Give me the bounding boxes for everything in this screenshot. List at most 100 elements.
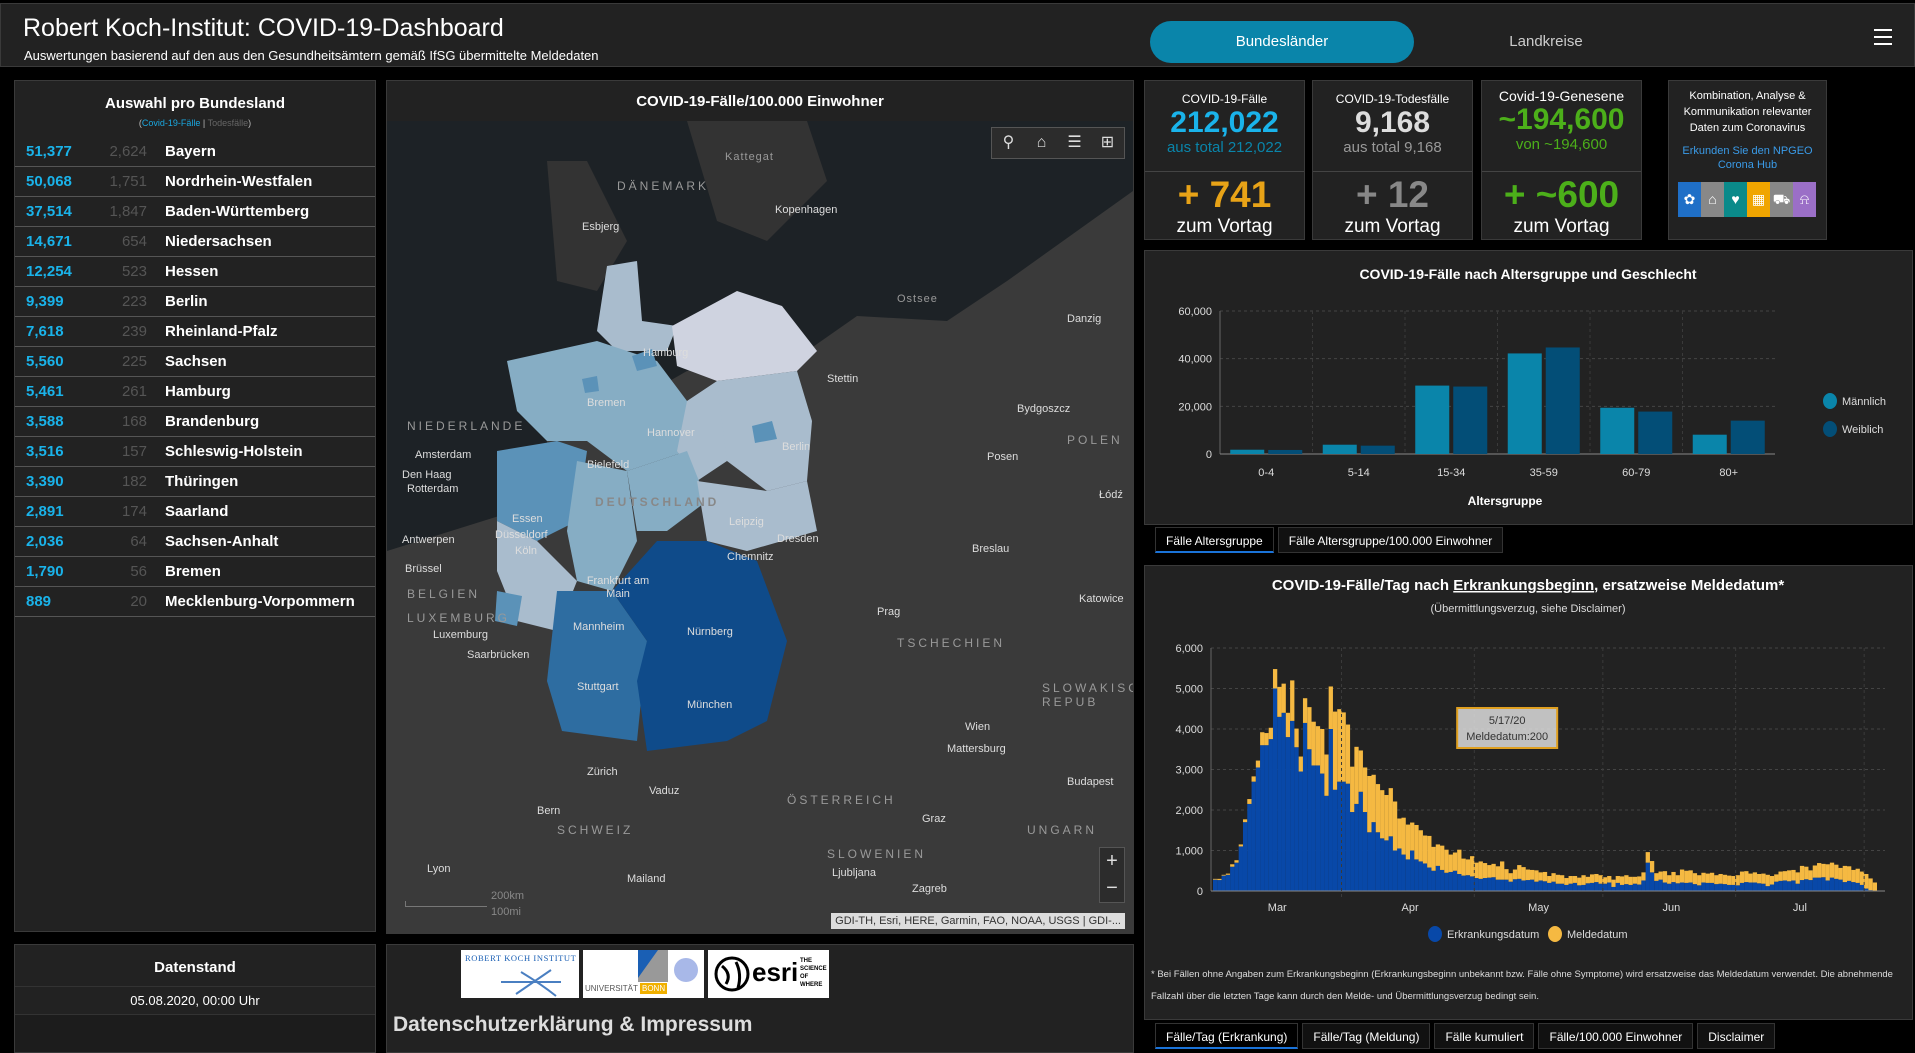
daily-bar-melde[interactable] <box>1392 801 1398 851</box>
daily-bar-erkrankung[interactable] <box>1294 747 1299 891</box>
daily-bar-erkrankung[interactable] <box>1440 869 1445 891</box>
daily-bar-erkrankung[interactable] <box>1671 882 1676 891</box>
daily-bar-melde[interactable] <box>1225 873 1231 875</box>
daily-bar-erkrankung[interactable] <box>1367 832 1372 891</box>
daily-bar-erkrankung[interactable] <box>1847 880 1852 891</box>
daily-bar-melde[interactable] <box>1688 870 1693 883</box>
state-row[interactable]: 2,891 174 Saarland <box>15 497 375 527</box>
daily-bar-melde[interactable] <box>1290 680 1295 721</box>
daily-bar-erkrankung[interactable] <box>1255 767 1261 891</box>
age-bar-weiblich-80+[interactable] <box>1730 420 1765 454</box>
daily-bar-melde[interactable] <box>1521 867 1526 881</box>
daily-bar-melde[interactable] <box>1851 869 1856 883</box>
daily-bar-erkrankung[interactable] <box>1234 862 1239 891</box>
daily-bar-melde[interactable] <box>1474 862 1479 879</box>
daily-bar-erkrankung[interactable] <box>1230 866 1235 891</box>
age-bar-weiblich-60-79[interactable] <box>1638 411 1673 454</box>
daily-bar-melde[interactable] <box>1692 873 1698 885</box>
daily-bar-erkrankung[interactable] <box>1251 781 1256 891</box>
state-row[interactable]: 37,514 1,847 Baden-Württemberg <box>15 197 375 227</box>
daily-bar-erkrankung[interactable] <box>1555 883 1560 891</box>
daily-bar-erkrankung[interactable] <box>1718 883 1723 891</box>
daily-bar-melde[interactable] <box>1238 844 1243 847</box>
daily-bar-melde[interactable] <box>1538 872 1543 881</box>
daily-bar-melde[interactable] <box>1859 871 1865 885</box>
daily-bar-erkrankung[interactable] <box>1559 883 1565 891</box>
daily-bar-melde[interactable] <box>1213 878 1218 880</box>
daily-bar-melde[interactable] <box>1268 727 1273 740</box>
daily-bar-melde[interactable] <box>1701 872 1706 883</box>
daily-bar-erkrankung[interactable] <box>1739 882 1745 891</box>
daily-bar-melde[interactable] <box>1572 876 1578 883</box>
daily-bar-erkrankung[interactable] <box>1405 859 1411 891</box>
daily-bar-melde[interactable] <box>1615 876 1620 883</box>
daily-bar-erkrankung[interactable] <box>1264 745 1269 891</box>
privacy-impressum-link[interactable]: Datenschutzerklärung & Impressum <box>393 1013 753 1036</box>
daily-bar-melde[interactable] <box>1825 864 1830 881</box>
daily-bar-erkrankung[interactable] <box>1679 882 1685 891</box>
daily-bar-erkrankung[interactable] <box>1662 882 1668 891</box>
daily-bar-melde[interactable] <box>1277 686 1282 717</box>
daily-bar-erkrankung[interactable] <box>1371 822 1376 891</box>
daily-bar-melde[interactable] <box>1328 686 1333 729</box>
map-attribution[interactable]: GDI-TH, Esri, HERE, Garmin, FAO, NOAA, U… <box>831 913 1125 929</box>
daily-bar-erkrankung[interactable] <box>1624 884 1629 891</box>
daily-bar-erkrankung[interactable] <box>1482 878 1488 891</box>
daily-bar-melde[interactable] <box>1332 711 1338 790</box>
daily-bar-melde[interactable] <box>1834 864 1839 879</box>
age-bar-weiblich-5-14[interactable] <box>1360 445 1395 454</box>
state-row[interactable]: 9,399 223 Berlin <box>15 287 375 317</box>
daily-bar-melde[interactable] <box>1315 726 1321 766</box>
daily-bar-erkrankung[interactable] <box>1444 872 1449 891</box>
daily-bar-melde[interactable] <box>1568 876 1573 884</box>
hamburger-menu-icon[interactable] <box>1874 29 1892 45</box>
daily-bar-melde[interactable] <box>1440 845 1445 870</box>
daily-bar-melde[interactable] <box>1435 844 1441 866</box>
daily-bar-erkrankung[interactable] <box>1842 882 1848 891</box>
state-row[interactable]: 5,461 261 Hamburg <box>15 377 375 407</box>
daily-bar-melde[interactable] <box>1465 859 1471 876</box>
daily-bar-erkrankung[interactable] <box>1637 884 1642 891</box>
daily-bar-melde[interactable] <box>1272 669 1278 689</box>
daily-bar-erkrankung[interactable] <box>1757 883 1762 891</box>
daily-bar-melde[interactable] <box>1577 877 1582 886</box>
daily-bar-melde[interactable] <box>1380 790 1385 839</box>
daily-bar-erkrankung[interactable] <box>1401 854 1406 891</box>
daily-bar-melde[interactable] <box>1534 870 1539 882</box>
daily-bar-melde[interactable] <box>1624 875 1629 885</box>
daily-bar-melde[interactable] <box>1547 876 1552 883</box>
daily-bar-erkrankung[interactable] <box>1260 745 1265 891</box>
daily-bar-erkrankung[interactable] <box>1213 879 1218 891</box>
daily-bar-melde[interactable] <box>1589 874 1595 883</box>
daily-bar-erkrankung[interactable] <box>1645 862 1650 891</box>
daily-bar-erkrankung[interactable] <box>1709 882 1715 891</box>
daily-bar-melde[interactable] <box>1350 766 1355 813</box>
daily-bar-erkrankung[interactable] <box>1345 783 1351 891</box>
daily-bar-melde[interactable] <box>1542 871 1548 882</box>
daily-bar-melde[interactable] <box>1260 732 1265 746</box>
age-legend-label[interactable]: Weiblich <box>1842 424 1883 436</box>
daily-bar-erkrankung[interactable] <box>1242 822 1248 891</box>
daily-bar-erkrankung[interactable] <box>1808 880 1813 891</box>
state-row[interactable]: 2,036 64 Sachsen-Anhalt <box>15 527 375 557</box>
daily-legend-label[interactable]: Meldedatum <box>1567 929 1628 941</box>
daily-bar-erkrankung[interactable] <box>1435 865 1441 891</box>
daily-bar-melde[interactable] <box>1337 709 1342 782</box>
daily-bar-melde[interactable] <box>1847 866 1852 881</box>
daily-bar-melde[interactable] <box>1311 721 1316 766</box>
daily-bar-melde[interactable] <box>1418 830 1423 862</box>
daily-bar-erkrankung[interactable] <box>1705 882 1710 891</box>
state-row[interactable]: 3,588 168 Brandenburg <box>15 407 375 437</box>
daily-bar-erkrankung[interactable] <box>1465 875 1471 891</box>
daily-bar-erkrankung[interactable] <box>1799 880 1805 891</box>
daily-bar-erkrankung[interactable] <box>1765 886 1770 891</box>
daily-bar-melde[interactable] <box>1709 872 1715 883</box>
daily-bar-erkrankung[interactable] <box>1384 840 1389 891</box>
daily-bar-erkrankung[interactable] <box>1812 877 1818 891</box>
daily-bar-melde[interactable] <box>1242 819 1248 823</box>
daily-bar-melde[interactable] <box>1602 877 1608 884</box>
age-bar-weiblich-0-4[interactable] <box>1268 449 1303 454</box>
tab-f-lle-100-000-einwohner[interactable]: Fälle/100.000 Einwohner <box>1538 1023 1694 1049</box>
daily-bar-erkrankung[interactable] <box>1332 789 1338 891</box>
daily-bar-erkrankung[interactable] <box>1315 765 1321 891</box>
